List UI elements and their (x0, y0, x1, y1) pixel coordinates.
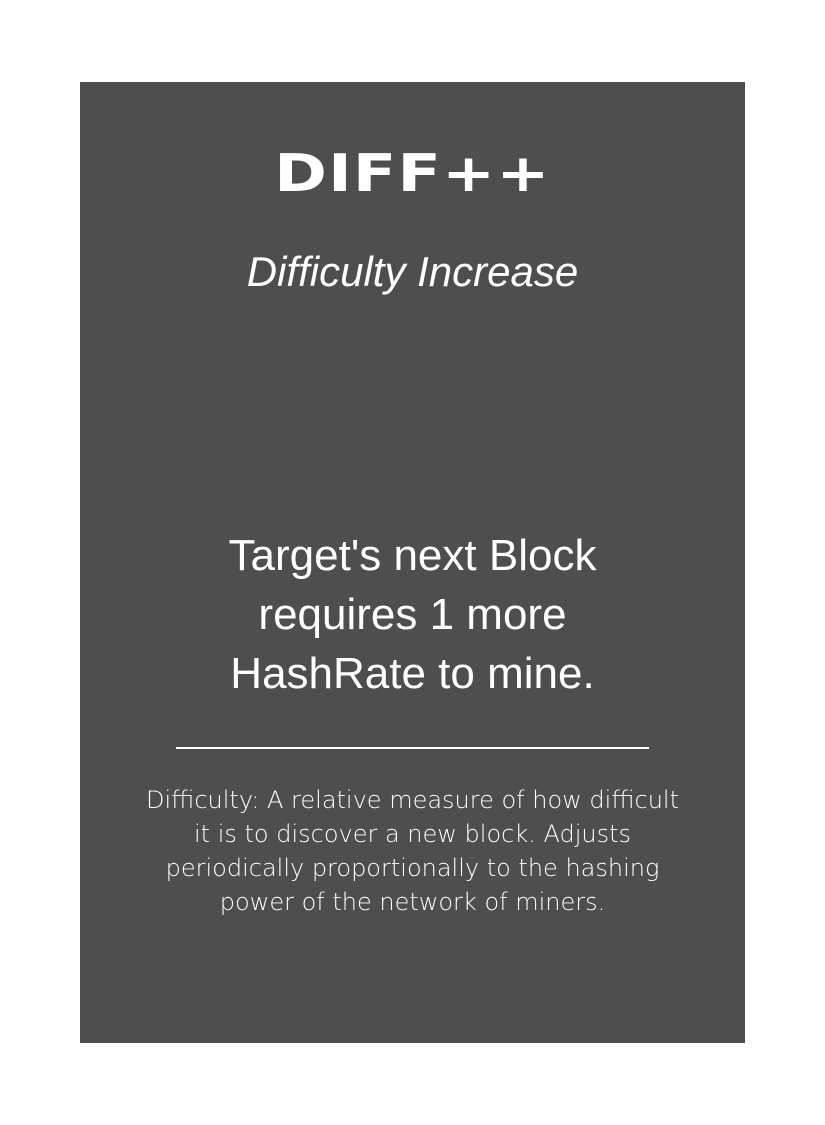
card-effect-text: Target's next Block requires 1 more Hash… (228, 531, 597, 698)
card-title: DIFF++ (274, 144, 551, 204)
card-subtitle: Difficulty Increase (246, 248, 579, 295)
game-card: DIFF++ Difficulty Increase Target's next… (80, 82, 745, 1043)
card-definition-text: Difficulty: A relative measure of how di… (145, 786, 679, 916)
card-divider (176, 747, 649, 749)
